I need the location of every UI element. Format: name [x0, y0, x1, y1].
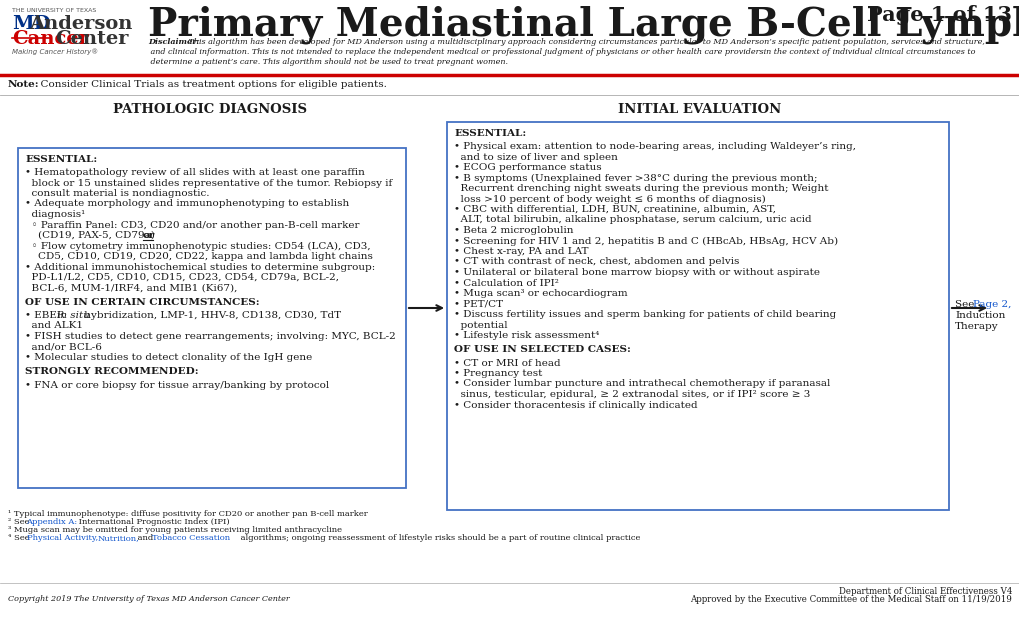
Text: ALT, total bilirubin, alkaline phosphatase, serum calcium, uric acid: ALT, total bilirubin, alkaline phosphata…: [453, 215, 811, 225]
Text: ESSENTIAL:: ESSENTIAL:: [25, 155, 97, 164]
Text: • Consider thoracentesis if clinically indicated: • Consider thoracentesis if clinically i…: [453, 400, 697, 410]
Text: Approved by the Executive Committee of the Medical Staff on 11/19/2019: Approved by the Executive Committee of t…: [690, 595, 1011, 604]
Text: • B symptoms (Unexplained fever >38°C during the previous month;: • B symptoms (Unexplained fever >38°C du…: [453, 173, 816, 183]
Bar: [18, 148, 406, 488]
Text: ¹ Typical immunophenotype: diffuse positivity for CD20 or another pan B-cell mar: ¹ Typical immunophenotype: diffuse posit…: [8, 510, 368, 518]
Text: and clinical information. This is not intended to replace the independent medica: and clinical information. This is not in…: [148, 48, 974, 56]
Text: • FISH studies to detect gene rearrangements; involving: MYC, BCL-2: • FISH studies to detect gene rearrangem…: [25, 332, 395, 341]
Text: See: See: [954, 300, 976, 309]
Text: Page 1 of 13: Page 1 of 13: [866, 5, 1011, 25]
Text: OF USE IN SELECTED CASES:: OF USE IN SELECTED CASES:: [453, 345, 631, 355]
Text: • Beta 2 microglobulin: • Beta 2 microglobulin: [453, 226, 573, 235]
Text: • Hematopathology review of all slides with at least one paraffin: • Hematopathology review of all slides w…: [25, 168, 365, 177]
Text: • CT with contrast of neck, chest, abdomen and pelvis: • CT with contrast of neck, chest, abdom…: [453, 258, 739, 267]
Text: • PET/CT: • PET/CT: [453, 300, 502, 308]
Text: • EBER: • EBER: [25, 311, 68, 320]
Text: ³ Muga scan may be omitted for young patients receiving limited anthracycline: ³ Muga scan may be omitted for young pat…: [8, 526, 341, 534]
Bar: [446, 122, 948, 510]
Text: Primary Mediastinal Large B-Cell Lymphoma: Primary Mediastinal Large B-Cell Lymphom…: [148, 5, 1019, 43]
Text: and/or BCL-6: and/or BCL-6: [25, 342, 102, 352]
Text: Nutrition,: Nutrition,: [98, 534, 140, 542]
Text: Copyright 2019 The University of Texas MD Anderson Cancer Center: Copyright 2019 The University of Texas M…: [8, 595, 289, 603]
Text: Therapy: Therapy: [954, 322, 998, 331]
Text: Consider Clinical Trials as treatment options for eligible patients.: Consider Clinical Trials as treatment op…: [34, 80, 386, 89]
Text: loss >10 percent of body weight ≤ 6 months of diagnosis): loss >10 percent of body weight ≤ 6 mont…: [453, 194, 765, 204]
Text: ◦ Paraffin Panel: CD3, CD20 and/or another pan-B-cell marker: ◦ Paraffin Panel: CD3, CD20 and/or anoth…: [25, 220, 359, 230]
Text: ² See: ² See: [8, 518, 32, 526]
Text: Disclaimer:: Disclaimer:: [148, 38, 199, 46]
Text: Department of Clinical Effectiveness V4: Department of Clinical Effectiveness V4: [838, 587, 1011, 596]
Text: CD5, CD10, CD19, CD20, CD22, kappa and lambda light chains: CD5, CD10, CD19, CD20, CD22, kappa and l…: [25, 252, 373, 261]
Text: and ALK1: and ALK1: [25, 321, 83, 331]
Text: • Unilateral or bilateral bone marrow biopsy with or without aspirate: • Unilateral or bilateral bone marrow bi…: [453, 268, 819, 277]
Text: potential: potential: [453, 321, 507, 329]
Text: • Lifestyle risk assessment⁴: • Lifestyle risk assessment⁴: [453, 331, 599, 340]
Text: • Screening for HIV 1 and 2, hepatitis B and C (HBcAb, HBsAg, HCV Ab): • Screening for HIV 1 and 2, hepatitis B…: [453, 236, 838, 246]
Text: Recurrent drenching night sweats during the previous month; Weight: Recurrent drenching night sweats during …: [453, 184, 827, 193]
Text: sinus, testicular, epidural, ≥ 2 extranodal sites, or if IPI² score ≥ 3: sinus, testicular, epidural, ≥ 2 extrano…: [453, 390, 809, 399]
Text: • CT or MRI of head: • CT or MRI of head: [453, 358, 560, 368]
Text: International Prognostic Index (IPI): International Prognostic Index (IPI): [76, 518, 229, 526]
Text: • Physical exam: attention to node-bearing areas, including Waldeyer’s ring,: • Physical exam: attention to node-beari…: [453, 142, 855, 151]
Text: Note:: Note:: [8, 80, 40, 89]
Text: Cancer: Cancer: [12, 30, 89, 48]
Text: PATHOLOGIC DIAGNOSIS: PATHOLOGIC DIAGNOSIS: [113, 103, 307, 116]
Text: diagnosis¹: diagnosis¹: [25, 210, 86, 219]
Text: hybridization, LMP-1, HHV-8, CD138, CD30, TdT: hybridization, LMP-1, HHV-8, CD138, CD30…: [81, 311, 340, 320]
Text: • Muga scan³ or echocardiogram: • Muga scan³ or echocardiogram: [453, 289, 627, 298]
Text: Appendix A:: Appendix A:: [25, 518, 77, 526]
Text: • Molecular studies to detect clonality of the IgH gene: • Molecular studies to detect clonality …: [25, 353, 312, 362]
Text: ESSENTIAL:: ESSENTIAL:: [453, 129, 526, 138]
Text: PD-L1/L2, CD5, CD10, CD15, CD23, CD54, CD79a, BCL-2,: PD-L1/L2, CD5, CD10, CD15, CD23, CD54, C…: [25, 273, 338, 282]
Text: • CBC with differential, LDH, BUN, creatinine, albumin, AST,: • CBC with differential, LDH, BUN, creat…: [453, 205, 775, 214]
Text: in situ: in situ: [57, 311, 90, 320]
Text: determine a patient’s care. This algorithm should not be used to treat pregnant : determine a patient’s care. This algorit…: [148, 58, 507, 66]
Text: and: and: [135, 534, 156, 542]
Text: (CD19, PAX-5, CD79a): (CD19, PAX-5, CD79a): [25, 231, 158, 240]
Text: or: or: [143, 231, 155, 240]
Text: • Calculation of IPI²: • Calculation of IPI²: [453, 279, 558, 287]
Text: • Chest x-ray, PA and LAT: • Chest x-ray, PA and LAT: [453, 247, 588, 256]
Text: This algorithm has been developed for MD Anderson using a multidisciplinary appr: This algorithm has been developed for MD…: [185, 38, 984, 46]
Text: Making Cancer History®: Making Cancer History®: [12, 48, 98, 54]
Text: Anderson: Anderson: [29, 15, 132, 33]
Text: • FNA or core biopsy for tissue array/banking by protocol: • FNA or core biopsy for tissue array/ba…: [25, 381, 329, 389]
Text: algorithms; ongoing reassessment of lifestyle risks should be a part of routine : algorithms; ongoing reassessment of life…: [237, 534, 640, 542]
Text: • ECOG performance status: • ECOG performance status: [453, 163, 601, 172]
Text: ⁴ See: ⁴ See: [8, 534, 33, 542]
Text: THE UNIVERSITY OF TEXAS: THE UNIVERSITY OF TEXAS: [12, 8, 96, 13]
Text: Induction: Induction: [954, 311, 1005, 320]
Text: • Pregnancy test: • Pregnancy test: [453, 369, 542, 378]
Text: • Adequate morphology and immunophenotyping to establish: • Adequate morphology and immunophenotyp…: [25, 199, 348, 209]
Text: BCL-6, MUM-1/IRF4, and MIB1 (Ki67),: BCL-6, MUM-1/IRF4, and MIB1 (Ki67),: [25, 284, 237, 293]
Text: • Additional immunohistochemical studies to determine subgroup:: • Additional immunohistochemical studies…: [25, 262, 375, 272]
Text: INITIAL EVALUATION: INITIAL EVALUATION: [618, 103, 781, 116]
Text: and to size of liver and spleen: and to size of liver and spleen: [453, 152, 618, 162]
Text: Page 2,: Page 2,: [972, 300, 1011, 309]
Text: OF USE IN CERTAIN CIRCUMSTANCES:: OF USE IN CERTAIN CIRCUMSTANCES:: [25, 298, 260, 307]
Text: ◦ Flow cytometry immunophenotypic studies: CD54 (LCA), CD3,: ◦ Flow cytometry immunophenotypic studie…: [25, 241, 370, 251]
Text: STRONGLY RECOMMENDED:: STRONGLY RECOMMENDED:: [25, 368, 199, 376]
Text: Tobacco Cessation: Tobacco Cessation: [152, 534, 230, 542]
Text: Center: Center: [55, 30, 128, 48]
Text: • Consider lumbar puncture and intrathecal chemotherapy if paranasal: • Consider lumbar puncture and intrathec…: [453, 379, 829, 389]
Text: • Discuss fertility issues and sperm banking for patients of child bearing: • Discuss fertility issues and sperm ban…: [453, 310, 836, 319]
Text: MD: MD: [12, 15, 51, 33]
Text: Physical Activity,: Physical Activity,: [26, 534, 98, 542]
Text: consult material is nondiagnostic.: consult material is nondiagnostic.: [25, 189, 209, 198]
Text: block or 15 unstained slides representative of the tumor. Rebiopsy if: block or 15 unstained slides representat…: [25, 178, 392, 188]
